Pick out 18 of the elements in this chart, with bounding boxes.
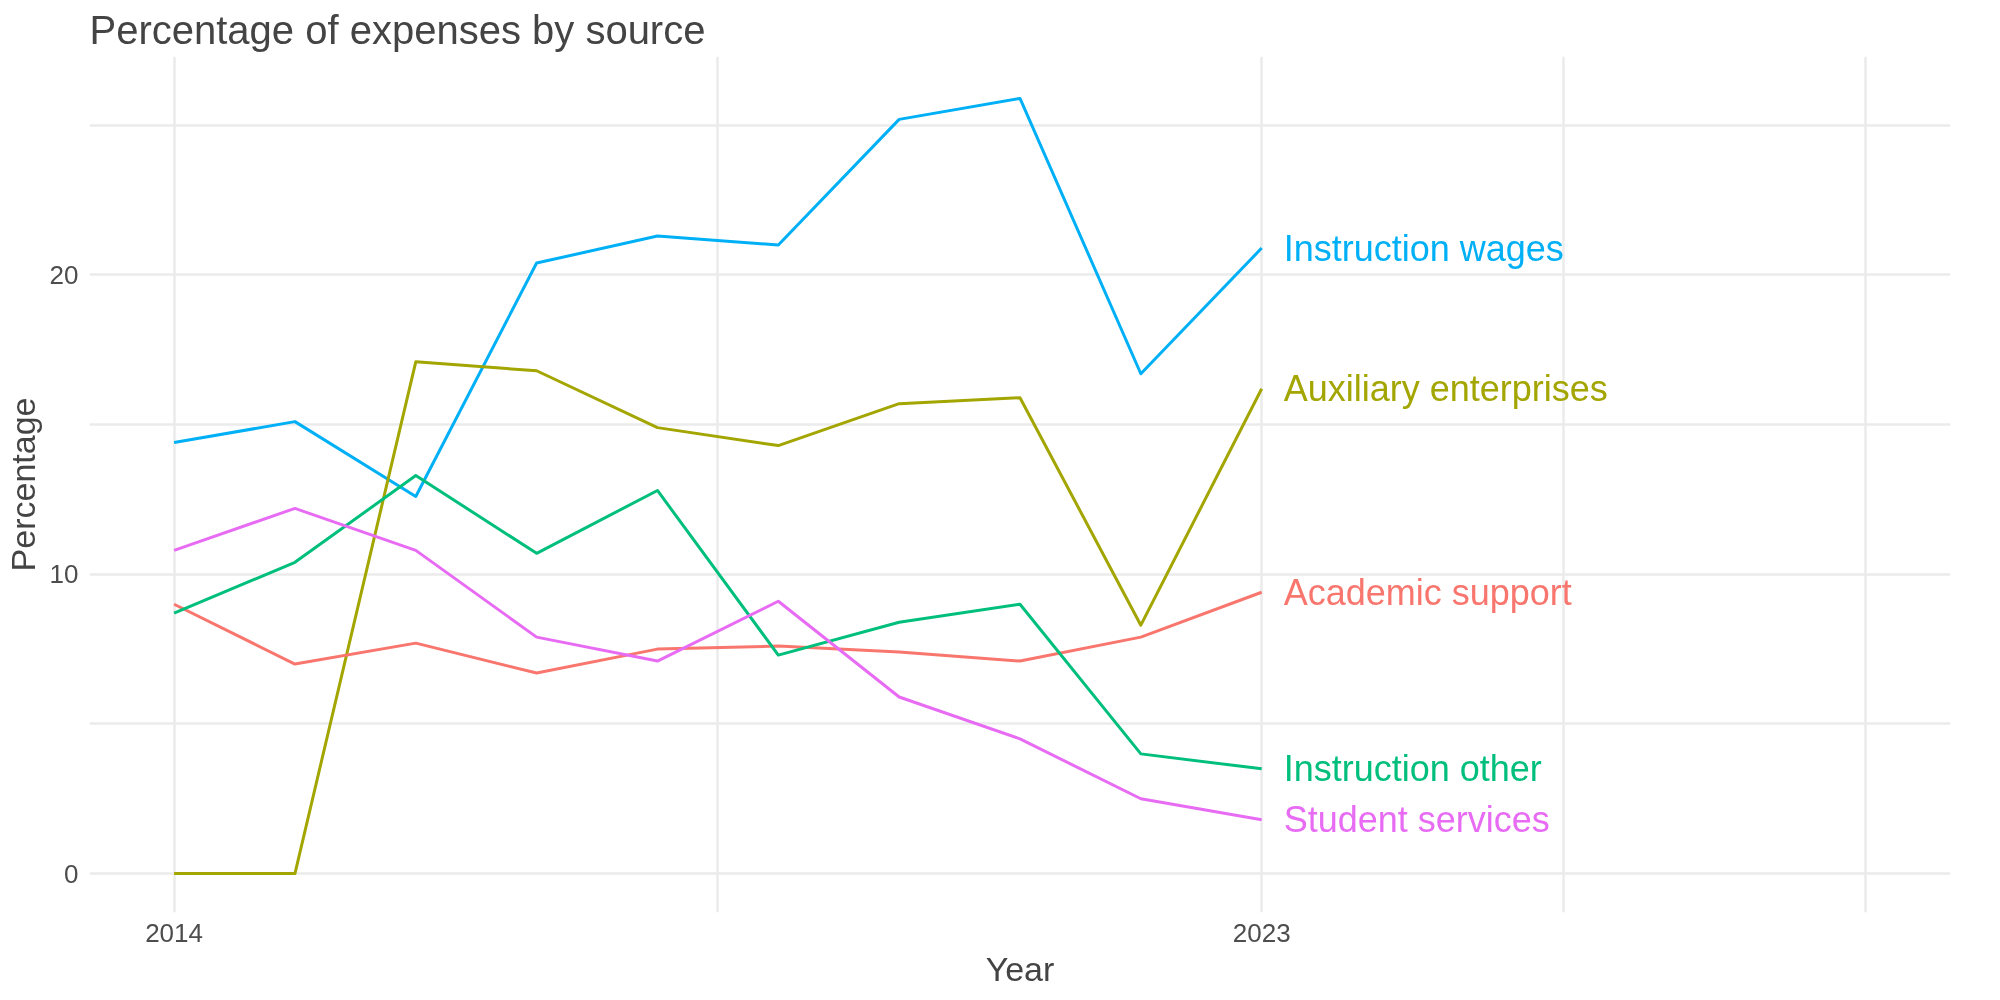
y-tick-label: 0 (64, 858, 79, 889)
x-tick-label: 2014 (145, 917, 204, 948)
line-series (172, 590, 1264, 675)
y-tick-label: 10 (49, 559, 79, 590)
y-tick-label: 20 (49, 259, 79, 290)
series-label: Auxiliary enterprises (1283, 368, 1608, 410)
series-label: Instruction wages (1283, 227, 1564, 269)
line-series (172, 96, 1264, 498)
y-axis-title: Percentage (3, 397, 42, 572)
x-tick-label: 2023 (1232, 917, 1291, 948)
line-series (172, 474, 1264, 771)
x-axis-title: Year (985, 949, 1055, 988)
chart-title: Percentage of expenses by source (89, 7, 706, 52)
series-label: Academic support (1283, 571, 1572, 613)
line-series (172, 360, 1264, 876)
series-label: Instruction other (1283, 748, 1542, 790)
line-series (172, 506, 1264, 822)
series-label: Student services (1283, 799, 1550, 841)
